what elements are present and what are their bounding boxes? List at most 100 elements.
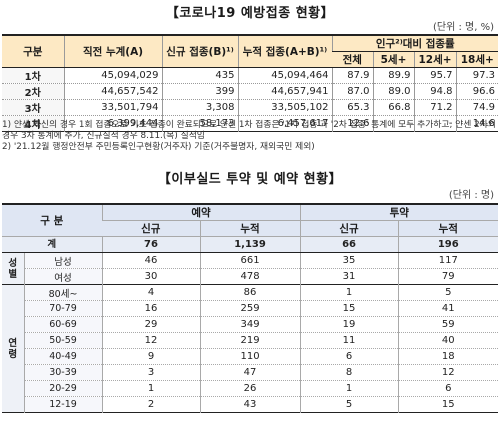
adm-cum-cell: 18: [397, 348, 499, 365]
prev-cumulative-cell: 45,094,029: [63, 67, 162, 84]
adm-cum-cell: 41: [397, 300, 499, 317]
header-rate-group: 인구²⁾대비 접종률: [331, 35, 499, 52]
rate-age12-cell: 95.7: [413, 67, 456, 84]
table-row: 20-29 1 26 1 6: [2, 380, 499, 397]
header-category: 구분: [2, 35, 64, 68]
header-res-cumulative: 누적: [199, 220, 301, 237]
adm-cum-cell: 15: [397, 396, 499, 413]
total-row: 계 76 1,139 66 196: [2, 236, 499, 253]
header-age12: 12세+: [413, 51, 456, 68]
evusheld-table: 구 분 예약 투약 신규 누적 신규 누적 계 76 1,139 66 196 …: [2, 203, 499, 413]
sex-group-label: 성별: [2, 252, 24, 285]
rate-age18-cell: 96.6: [455, 83, 499, 100]
adm-new-cell: 66: [299, 236, 399, 253]
header-reservation: 예약: [101, 204, 301, 221]
cumulative-cell: 44,657,941: [237, 83, 332, 100]
header-cumulative: 누적 접종(A+B)¹⁾: [237, 35, 332, 68]
res-new-cell: 4: [101, 284, 201, 301]
rate-age5-cell: 89.0: [372, 83, 414, 100]
res-cum-cell: 478: [199, 268, 301, 285]
row-label: 40-49: [23, 348, 103, 365]
res-cum-cell: 219: [199, 332, 301, 349]
res-new-cell: 12: [101, 332, 201, 349]
row-label: 80세~: [23, 284, 103, 301]
vaccination-title: 【코로나19 예방접종 현황】: [165, 6, 335, 21]
new-cell: 3,308: [161, 99, 238, 116]
adm-new-cell: 15: [299, 300, 399, 317]
prev-cumulative-cell: 6,399,444: [63, 115, 162, 132]
rate-age12-cell: 94.8: [413, 83, 456, 100]
header-prev-cumulative: 직전 누계(A): [63, 35, 162, 68]
evusheld-unit: (단위 : 명): [448, 190, 494, 201]
res-cum-cell: 110: [199, 348, 301, 365]
vaccination-notes: 1) 얀센 백신의 경우 1회 접종으로 기초 접종이 완료되므로 얀센 1차 …: [2, 120, 498, 153]
row-label: 1차: [2, 67, 64, 84]
prev-cumulative-cell: 44,657,542: [63, 83, 162, 100]
rate-age18-cell: 97.3: [455, 67, 499, 84]
vaccination-unit: (단위 : 명, %): [433, 22, 494, 33]
prev-cumulative-cell: 33,501,794: [63, 99, 162, 116]
res-new-cell: 30: [101, 268, 201, 285]
table-row: 3차 33,501,794 3,308 33,505,102 65.3 66.8…: [2, 99, 499, 116]
footnote-2: 2) '21.12월 행정안전부 주민등록인구현황(거주자) 기준(거주불명자,…: [2, 142, 315, 152]
res-cum-cell: 86: [199, 284, 301, 301]
row-label: 여성: [23, 268, 103, 285]
header-adm-cumulative: 누적: [397, 220, 499, 237]
adm-new-cell: 6: [299, 348, 399, 365]
table-row: 연령 80세~ 4 86 1 5: [2, 284, 499, 413]
row-label: 남성: [23, 252, 103, 269]
adm-cum-cell: 79: [397, 268, 499, 285]
rate-total-cell: 87.9: [331, 67, 373, 84]
age-group-text: 연령: [8, 337, 18, 360]
res-new-cell: 3: [101, 364, 201, 381]
row-label: 70-79: [23, 300, 103, 317]
res-cum-cell: 1,139: [199, 236, 301, 253]
total-label: 계: [2, 236, 103, 253]
res-cum-cell: 43: [199, 396, 301, 413]
row-label: 20-29: [23, 380, 103, 397]
adm-cum-cell: 5: [397, 284, 499, 301]
row-label: 30-39: [23, 364, 103, 381]
table-row: 1차 45,094,029 435 45,094,464 87.9 89.9 9…: [2, 67, 499, 84]
rate-age5-cell: -: [372, 115, 414, 132]
row-label: 3차: [2, 99, 64, 116]
footnote-1: 1) 얀센 백신의 경우 1회 접종으로 기초 접종이 완료되므로 얀센 1차 …: [2, 120, 496, 141]
new-cell: 435: [161, 67, 238, 84]
cumulative-cell: 33,505,102: [237, 99, 332, 116]
res-cum-cell: 349: [199, 316, 301, 333]
sex-group-text: 성별: [8, 257, 18, 280]
res-new-cell: 46: [101, 252, 201, 269]
table-row: 여성 30 478 31 79: [2, 268, 499, 285]
header-adm-new: 신규: [299, 220, 399, 237]
table-row: 50-59 12 219 11 40: [2, 332, 499, 349]
table-row: 2차 44,657,542 399 44,657,941 87.0 89.0 9…: [2, 83, 499, 100]
row-label: 2차: [2, 83, 64, 100]
table-row: 40-49 9 110 6 18: [2, 348, 499, 365]
header-total: 전체: [332, 51, 373, 68]
header-res-new: 신규: [102, 220, 201, 237]
age-group-label: 연령: [2, 284, 24, 413]
table-row: 4차 6,399,444 58,173 6,457,617 12.6 - - 1…: [2, 115, 499, 132]
rate-total-cell: 12.6: [331, 115, 373, 132]
header-category: 구 분: [2, 204, 103, 237]
res-cum-cell: 26: [199, 380, 301, 397]
adm-cum-cell: 12: [397, 364, 499, 381]
res-new-cell: 2: [101, 396, 201, 413]
table-row: 60-69 29 349 19 59: [2, 316, 499, 333]
header-age18: 18세+: [455, 51, 499, 68]
adm-new-cell: 31: [299, 268, 399, 285]
res-cum-cell: 661: [199, 252, 301, 269]
res-new-cell: 16: [101, 300, 201, 317]
adm-cum-cell: 117: [397, 252, 499, 269]
new-cell: 399: [161, 83, 238, 100]
rate-age18-cell: 14.6: [455, 115, 499, 132]
adm-new-cell: 1: [299, 380, 399, 397]
table-row: 70-79 16 259 15 41: [2, 300, 499, 317]
adm-cum-cell: 59: [397, 316, 499, 333]
adm-new-cell: 8: [299, 364, 399, 381]
table-row: 성별 남성 46 661 35 117: [2, 252, 499, 285]
res-new-cell: 9: [101, 348, 201, 365]
cumulative-cell: 6,457,617: [237, 115, 332, 132]
rate-age5-cell: 89.9: [372, 67, 414, 84]
table-row: 12-19 2 43 5 15: [2, 396, 499, 413]
